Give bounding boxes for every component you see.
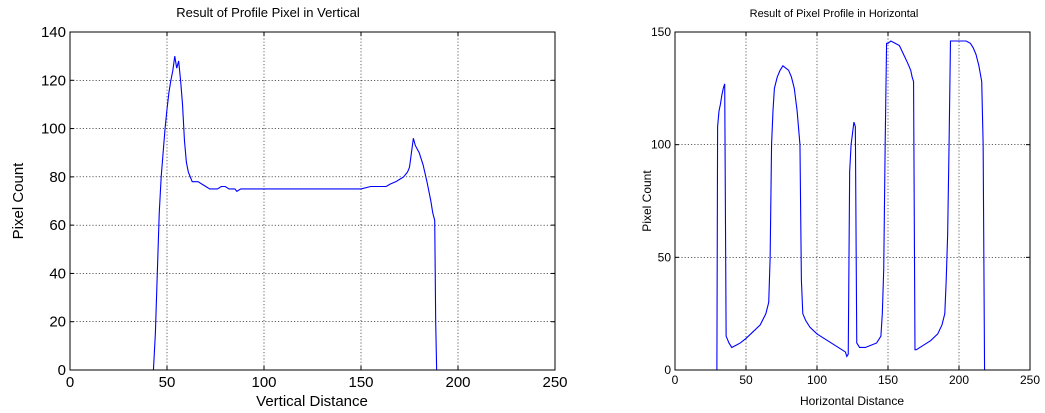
vertical-profile-line — [70, 56, 497, 371]
x-tick-label: 100 — [251, 374, 276, 391]
chart-title: Result of Profile Pixel in Vertical — [176, 5, 360, 20]
chart-title: Result of Pixel Profile in Horizontal — [750, 8, 919, 20]
x-tick-label: 0 — [672, 373, 679, 387]
x-axis-label: Horizontal Distance — [800, 394, 904, 408]
axis-ticks: 0 50 100 150 200 250 0 50 100 150 — [651, 25, 1040, 387]
x-tick-label: 200 — [445, 374, 470, 391]
y-tick-label: 60 — [49, 217, 66, 234]
x-tick-label: 100 — [807, 373, 827, 387]
x-tick-label: 200 — [949, 373, 969, 387]
x-tick-label: 250 — [1020, 373, 1040, 387]
grid-lines — [675, 32, 1030, 370]
x-tick-label: 0 — [66, 374, 74, 391]
plot-frame — [674, 31, 1031, 371]
horizontal-profile-line — [675, 40, 1030, 371]
y-tick-label: 100 — [41, 121, 66, 138]
x-tick-label: 50 — [159, 374, 176, 391]
y-axis-label: Pixel Count — [640, 170, 654, 232]
vertical-profile-chart: Result of Profile Pixel in Vertical 0 50 1… — [10, 5, 568, 410]
grid-lines — [70, 32, 555, 370]
y-tick-label: 150 — [651, 25, 671, 39]
y-tick-label: 80 — [49, 169, 66, 186]
y-tick-label: 140 — [41, 24, 66, 41]
y-tick-label: 0 — [664, 363, 671, 377]
y-tick-label: 40 — [49, 265, 66, 282]
x-tick-label: 250 — [542, 374, 567, 391]
plot-frame — [69, 31, 556, 371]
x-tick-label: 150 — [348, 374, 373, 391]
y-tick-label: 100 — [651, 138, 671, 152]
x-axis-label: Vertical Distance — [256, 393, 368, 410]
y-tick-label: 20 — [49, 314, 66, 331]
y-tick-label: 120 — [41, 72, 66, 89]
x-tick-label: 50 — [739, 373, 753, 387]
x-tick-label: 150 — [878, 373, 898, 387]
horizontal-profile-chart: Result of Pixel Profile in Horizontal 0 5… — [640, 8, 1040, 408]
y-axis-label: Pixel Count — [10, 162, 27, 240]
y-tick-label: 0 — [58, 362, 66, 379]
axis-ticks: 0 50 100 150 200 250 0 20 40 60 80 100 120 140 — [41, 24, 568, 391]
y-tick-label: 50 — [658, 250, 672, 264]
